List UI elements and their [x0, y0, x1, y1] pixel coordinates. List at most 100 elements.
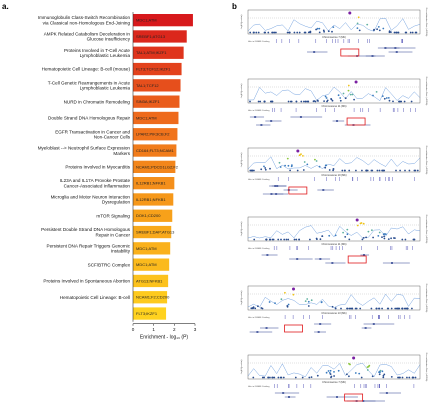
- snp-point: [318, 27, 321, 30]
- recombination-rate-line: [247, 18, 421, 32]
- snp-point: [277, 376, 280, 379]
- snp-point: [375, 307, 378, 310]
- snp-point: [331, 99, 334, 102]
- snp-point: [257, 31, 260, 34]
- snp-point: [291, 164, 293, 167]
- snp-point: [370, 169, 373, 172]
- snp-point: [378, 307, 381, 310]
- gene-exon: [276, 185, 279, 187]
- bar: [133, 307, 167, 320]
- snp-point: [252, 376, 255, 379]
- snp-point: [356, 22, 359, 25]
- locus-panel: -log10(p-value) Recombination Rate (cM/Mb…: [241, 146, 428, 195]
- recombination-rate-line: [247, 225, 421, 239]
- right-axis-label: Recombination Rate (cM/Mb): [425, 146, 428, 175]
- term-label-line: SCF/BTRC Complex: [88, 262, 131, 267]
- snp-point: [399, 169, 401, 172]
- snp-point: [401, 376, 404, 379]
- snp-point: [332, 169, 334, 172]
- snp-point: [360, 376, 363, 379]
- term-label-line: Double Strand DNA Homologous Repair: [48, 116, 130, 121]
- snp-point: [253, 169, 255, 172]
- snp-point: [280, 298, 283, 301]
- gwas-catalog-label: Hits in GWAS Catalog: [248, 247, 270, 250]
- snp-point: [332, 168, 335, 170]
- bar-gene-label: IL12RB1;NFKB1: [136, 181, 166, 186]
- snp-point: [366, 366, 369, 368]
- snp-point: [268, 238, 271, 241]
- snp-point: [287, 238, 290, 241]
- snp-point: [264, 168, 267, 171]
- snp-point: [398, 307, 401, 310]
- gwas-catalog-label: Hits in GWAS Catalog: [248, 40, 270, 43]
- snp-point: [293, 31, 296, 34]
- snp-point: [302, 169, 305, 171]
- snp-point: [316, 238, 318, 241]
- term-label-line: Lymphoblastic Leukemia: [80, 53, 131, 58]
- snp-point: [329, 373, 332, 375]
- snp-point: [330, 375, 333, 378]
- snp-point: [406, 307, 409, 310]
- snp-point: [286, 31, 289, 34]
- snp-point: [404, 169, 406, 172]
- snp-point: [259, 100, 262, 103]
- snp-point: [347, 89, 350, 92]
- snp-point: [319, 238, 322, 241]
- right-axis-label: Recombination Rate (cM/Mb): [425, 284, 428, 313]
- snp-point: [409, 31, 412, 34]
- bar: [133, 258, 170, 271]
- lead-snp-point: [296, 149, 300, 153]
- gene-exon: [319, 258, 322, 260]
- locus-panel: -log10(p-value) Recombination Rate (cM/Mb…: [241, 215, 428, 264]
- term-label-line: EGFR Transactivation in Cancer and: [55, 129, 130, 134]
- y-axis-label: -log10(p-value): [241, 83, 243, 98]
- term-label: Proteins Involved in Spontaneous Abortio…: [43, 279, 130, 284]
- snp-point: [342, 92, 345, 95]
- plot-frame: [247, 147, 421, 173]
- snp-point: [378, 29, 381, 32]
- term-label-line: Lymphoblastic Leukemia: [80, 86, 131, 91]
- snp-point: [289, 169, 291, 172]
- snp-point: [358, 372, 361, 375]
- term-label: T-Cell Genetic Rearrangements in Acute Ly…: [48, 80, 131, 90]
- snp-point: [327, 30, 330, 33]
- snp-point: [383, 97, 386, 100]
- x-tick-label: 3: [194, 327, 197, 332]
- bar-gene-label: MDC1;ATM: [136, 115, 157, 120]
- bar-gene-label: SIN3A;IKZF1: [136, 99, 160, 104]
- gene-exon: [336, 120, 339, 122]
- snp-point: [390, 307, 393, 310]
- snp-point: [333, 375, 335, 377]
- snp-point: [293, 238, 296, 241]
- snp-point: [287, 303, 290, 306]
- highlight-box: [344, 393, 364, 402]
- bar-gene-label: SREBF1;DAP;ATG13: [136, 229, 175, 234]
- bar-gene-label: MDC1;ATM: [136, 18, 157, 23]
- snp-point: [261, 307, 264, 310]
- snp-point: [300, 100, 303, 103]
- snp-point: [309, 238, 311, 241]
- snp-point: [308, 376, 311, 379]
- snp-point: [325, 97, 328, 99]
- snp-point: [381, 95, 384, 97]
- right-axis-label: Recombination Rate (cM/Mb): [425, 353, 428, 382]
- snp-point: [372, 94, 374, 97]
- highlight-box: [288, 186, 308, 195]
- gene-exon: [287, 396, 290, 398]
- locus-panel: -log10(p-value) Recombination Rate (cM/Mb…: [241, 8, 428, 57]
- snp-point: [378, 371, 380, 373]
- term-label: SCF/BTRC Complex: [88, 262, 131, 267]
- bar-gene-label: NCAM1;PDCD1LG2;F2: [136, 164, 179, 169]
- snp-point: [390, 237, 392, 240]
- right-axis-label: Recombination Rate (cM/Mb): [425, 77, 428, 106]
- snp-point: [339, 97, 342, 99]
- snp-point: [339, 99, 342, 102]
- y-axis-label: -log10(p-value): [241, 221, 243, 236]
- snp-point: [286, 157, 289, 160]
- snp-point: [252, 31, 255, 34]
- bar: [133, 225, 172, 239]
- snp-point: [343, 169, 346, 172]
- snp-point: [387, 97, 390, 99]
- snp-point: [303, 161, 306, 163]
- lead-snp-point: [348, 11, 352, 15]
